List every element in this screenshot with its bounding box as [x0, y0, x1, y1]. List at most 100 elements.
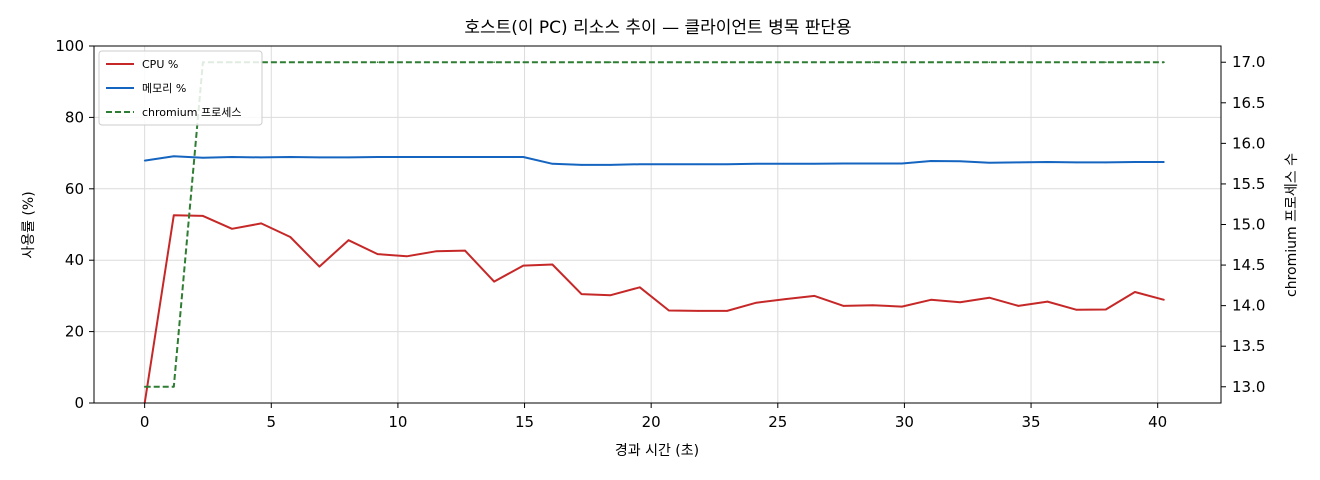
data-point-cpu [842, 305, 845, 307]
data-point-cpu [697, 310, 699, 312]
data-point-cpu [1017, 305, 1020, 307]
data-point-chromium-process [988, 61, 991, 63]
data-point-chromium-process [813, 61, 816, 63]
y2-tick-label: 14.0 [1232, 297, 1265, 315]
data-point-memory [1134, 161, 1136, 163]
data-point-memory [1075, 161, 1078, 164]
data-point-chromium-process [143, 386, 146, 388]
data-point-chromium-process [872, 61, 874, 63]
data-point-cpu [1105, 308, 1107, 311]
data-point-memory [1163, 161, 1165, 163]
data-point-memory [813, 163, 816, 165]
data-point-chromium-process [318, 61, 321, 63]
data-point-chromium-process [901, 61, 903, 63]
data-point-memory [202, 156, 204, 159]
data-point-chromium-process [580, 61, 583, 63]
data-point-memory [231, 156, 233, 158]
x-tick-label: 15 [515, 413, 534, 431]
data-point-chromium-process [522, 61, 525, 63]
legend: CPU % 메모리 % chromium 프로세스 [98, 50, 263, 126]
data-point-memory [872, 162, 874, 165]
data-point-memory [755, 163, 758, 165]
data-point-memory [959, 160, 961, 163]
x-tick-label: 5 [267, 413, 277, 431]
data-point-memory [580, 164, 583, 166]
data-point-memory [901, 162, 903, 165]
data-point-memory [1046, 161, 1049, 163]
data-point-chromium-process [1105, 61, 1107, 63]
data-point-memory [289, 156, 292, 158]
data-point-cpu [580, 293, 583, 295]
data-point-cpu [784, 298, 787, 300]
data-point-memory [1105, 161, 1107, 164]
data-point-cpu [435, 250, 437, 253]
data-point-cpu [872, 304, 874, 307]
data-point-memory [784, 163, 787, 165]
y-tick-label: 60 [65, 180, 84, 198]
data-point-chromium-process [289, 61, 292, 63]
data-point-cpu [726, 310, 728, 312]
data-point-cpu [755, 301, 758, 304]
chart-title: 호스트(이 PC) 리소스 추이 — 클라이언트 병목 판단용 [464, 18, 851, 38]
data-point-cpu [1134, 291, 1136, 293]
y2-tick-label: 16.5 [1232, 94, 1265, 112]
data-point-memory [1017, 161, 1020, 164]
y2-tick-label: 16.0 [1232, 134, 1265, 152]
data-point-cpu [609, 294, 612, 297]
data-point-memory [551, 163, 554, 165]
data-point-cpu [260, 222, 263, 225]
data-point-memory [697, 163, 699, 165]
data-point-chromium-process [959, 61, 961, 63]
data-point-memory [609, 164, 612, 166]
data-point-chromium-process [551, 61, 554, 63]
data-point-cpu [347, 239, 350, 241]
data-point-cpu [959, 301, 961, 304]
data-point-memory [988, 161, 991, 164]
data-point-chromium-process [1017, 61, 1020, 63]
y2-tick-label: 17.0 [1232, 53, 1265, 71]
data-point-chromium-process [930, 61, 932, 63]
data-point-cpu [813, 295, 816, 297]
data-point-cpu [464, 249, 466, 252]
data-point-chromium-process [1075, 61, 1078, 63]
y-axis-label: 사용률 (%) [21, 191, 37, 258]
data-point-memory [639, 163, 641, 165]
data-point-memory [143, 159, 146, 162]
data-point-chromium-process [347, 61, 350, 63]
x-tick-label: 0 [140, 413, 150, 431]
data-point-chromium-process [784, 61, 787, 63]
x-tick-label: 40 [1148, 413, 1167, 431]
data-point-memory [435, 156, 437, 158]
y2-tick-label: 13.0 [1232, 378, 1265, 396]
y-tick-label: 100 [55, 37, 84, 55]
data-point-cpu [1046, 300, 1049, 303]
axis-ticks: 0 5 10 15 20 25 30 35 40 0 20 40 60 80 100 13.0 13.5 14.0… [55, 37, 1265, 431]
data-point-chromium-process [1163, 61, 1165, 63]
data-point-chromium-process [609, 61, 612, 63]
y-tick-label: 40 [65, 251, 84, 269]
data-point-cpu [1075, 309, 1078, 311]
data-point-cpu [930, 299, 932, 301]
data-point-memory [464, 156, 466, 158]
data-point-chromium-process [639, 61, 641, 63]
data-point-cpu [493, 280, 495, 283]
series-layer [143, 61, 1165, 404]
x-tick-label: 35 [1022, 413, 1041, 431]
data-point-cpu [1163, 299, 1165, 301]
data-point-cpu [231, 228, 233, 230]
legend-label-chromium-process: chromium 프로세스 [142, 106, 241, 119]
x-axis-label: 경과 시간 (초) [615, 443, 699, 459]
data-point-chromium-process [755, 61, 758, 63]
data-point-chromium-process [1134, 61, 1136, 63]
data-point-cpu [376, 253, 379, 255]
data-point-chromium-process [1046, 61, 1049, 63]
legend-label-cpu: CPU % [142, 58, 178, 71]
data-point-cpu [318, 265, 321, 268]
data-point-cpu [668, 309, 670, 312]
data-point-chromium-process [726, 61, 728, 63]
data-point-chromium-process [842, 61, 845, 63]
x-tick-label: 20 [642, 413, 661, 431]
data-point-memory [726, 163, 728, 165]
data-point-cpu [406, 255, 408, 258]
